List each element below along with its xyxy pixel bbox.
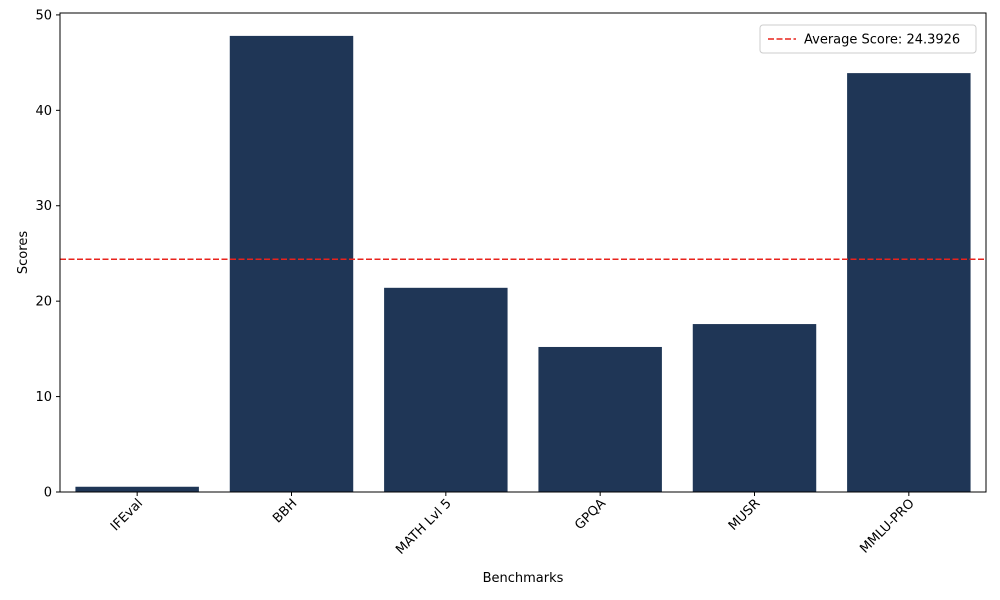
bars-group <box>75 35 971 493</box>
x-tick-label: MMLU-PRO <box>857 496 917 556</box>
x-tick-label: MATH Lvl 5 <box>393 496 454 557</box>
y-tick-label: 40 <box>35 104 52 119</box>
bar-gpqa <box>538 346 662 492</box>
y-tick-label: 50 <box>35 8 52 23</box>
y-tick-label: 10 <box>35 390 52 405</box>
y-tick-label: 20 <box>35 295 52 310</box>
plot-frame <box>59 12 987 493</box>
y-tick-label: 30 <box>35 199 52 214</box>
legend-box <box>759 24 977 54</box>
y-tick-label: 0 <box>44 486 52 501</box>
bar-mmlu-pro <box>847 73 971 492</box>
x-tick-label: IFEval <box>108 496 146 534</box>
bar-bbh <box>229 35 354 493</box>
y-axis-title: Scores <box>16 231 31 274</box>
x-axis-title: Benchmarks <box>483 571 564 586</box>
legend-label: Average Score: 24.3926 <box>804 33 960 48</box>
x-tick-label: MUSR <box>726 496 763 533</box>
x-tick-label: GPQA <box>572 496 609 533</box>
y-axis-ticks: 0 10 20 30 40 50 <box>35 8 60 501</box>
x-axis-ticks: IFEval BBH MATH Lvl 5 GPQA MUSR MMLU-PRO <box>108 492 918 558</box>
bar-math-lvl-5 <box>384 287 508 492</box>
x-tick-label: BBH <box>270 496 300 526</box>
bar-musr <box>692 324 817 492</box>
bar-ifeval <box>75 486 199 492</box>
legend: Average Score: 24.3926 <box>759 24 977 54</box>
